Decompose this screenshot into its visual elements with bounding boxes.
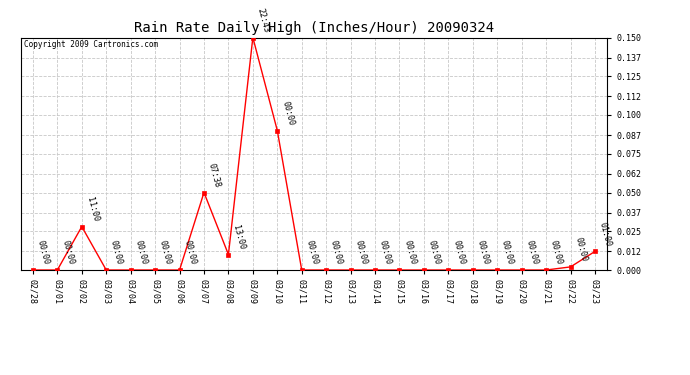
Text: 00:00: 00:00: [182, 239, 197, 266]
Text: 07:38: 07:38: [207, 162, 222, 188]
Text: 11:00: 11:00: [85, 196, 100, 222]
Text: 13:00: 13:00: [231, 224, 246, 251]
Text: 00:00: 00:00: [549, 239, 564, 266]
Text: 00:00: 00:00: [402, 239, 417, 266]
Text: 00:00: 00:00: [133, 239, 148, 266]
Title: Rain Rate Daily High (Inches/Hour) 20090324: Rain Rate Daily High (Inches/Hour) 20090…: [134, 21, 494, 35]
Text: 01:00: 01:00: [598, 221, 613, 247]
Text: 00:00: 00:00: [36, 239, 51, 266]
Text: 00:00: 00:00: [500, 239, 515, 266]
Text: 00:00: 00:00: [353, 239, 368, 266]
Text: 00:00: 00:00: [475, 239, 491, 266]
Text: 00:00: 00:00: [573, 236, 589, 263]
Text: 00:00: 00:00: [280, 100, 295, 126]
Text: 00:00: 00:00: [60, 239, 75, 266]
Text: 22:43: 22:43: [255, 7, 270, 33]
Text: 00:00: 00:00: [329, 239, 344, 266]
Text: 00:00: 00:00: [451, 239, 466, 266]
Text: Copyright 2009 Cartronics.com: Copyright 2009 Cartronics.com: [23, 40, 158, 49]
Text: 00:00: 00:00: [378, 239, 393, 266]
Text: 00:00: 00:00: [524, 239, 540, 266]
Text: 00:00: 00:00: [304, 239, 319, 266]
Text: 00:00: 00:00: [109, 239, 124, 266]
Text: 00:00: 00:00: [158, 239, 173, 266]
Text: 00:00: 00:00: [426, 239, 442, 266]
